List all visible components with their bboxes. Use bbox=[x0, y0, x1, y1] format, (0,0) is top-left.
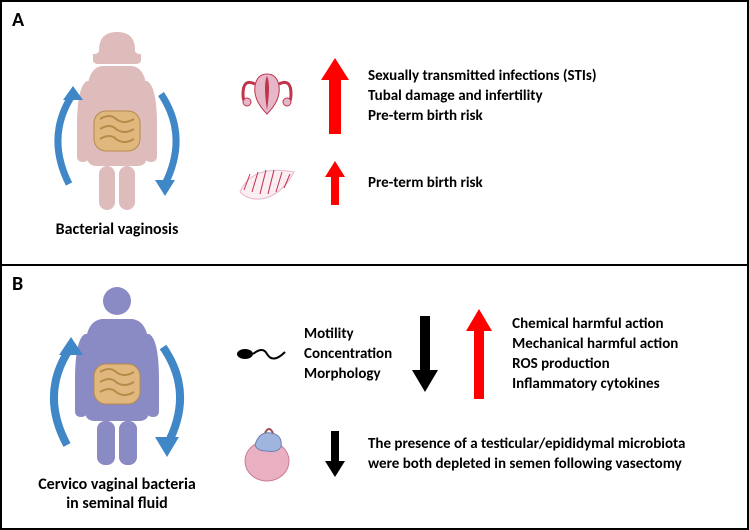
text-line: ROS production bbox=[512, 354, 739, 374]
panel-b-row1: Motility Concentration Morphology bbox=[232, 309, 739, 399]
text-line: Tubal damage and infertility bbox=[368, 86, 739, 106]
text-line: Pre-term birth risk bbox=[368, 106, 739, 126]
text-line: Mechanical harmful action bbox=[512, 334, 739, 354]
text-line: Concentration bbox=[304, 345, 392, 363]
caption-line: Cervico vaginal bacteria bbox=[38, 475, 196, 494]
cycle-arrow-left-icon bbox=[33, 337, 89, 457]
text-line: Motility bbox=[304, 325, 392, 343]
panel-a: A bbox=[2, 2, 747, 266]
panel-b-row2: The presence of a testicular/epididymal … bbox=[232, 423, 739, 485]
diagram-frame: A bbox=[0, 0, 749, 530]
panel-a-row1: Sexually transmitted infections (STIs) T… bbox=[232, 58, 739, 134]
placenta-icon bbox=[234, 158, 300, 208]
panel-b: B bbox=[2, 266, 747, 528]
down-arrow-small-icon bbox=[325, 431, 345, 477]
panel-b-content: Cervico vaginal bacteria in seminal flui… bbox=[2, 266, 747, 528]
text-line: The presence of a testicular/epididymal … bbox=[368, 434, 739, 454]
down-arrow-large-icon bbox=[412, 316, 438, 392]
up-arrow-small-icon bbox=[325, 161, 345, 205]
panel-b-caption: Cervico vaginal bacteria in seminal flui… bbox=[38, 475, 196, 513]
cycle-arrow-right-icon bbox=[145, 86, 195, 196]
panel-a-figure: Bacterial vaginosis bbox=[2, 2, 232, 264]
panel-b-mid-text: Motility Concentration Morphology bbox=[304, 325, 392, 383]
cycle-arrow-left-icon bbox=[39, 86, 89, 196]
text-line: Sexually transmitted infections (STIs) bbox=[368, 66, 739, 86]
panel-a-row2: Pre-term birth risk bbox=[232, 158, 739, 208]
text-line: Chemical harmful action bbox=[512, 314, 739, 334]
text-line: Inflammatory cytokines bbox=[512, 374, 739, 394]
cycle-arrow-right-icon bbox=[145, 337, 201, 457]
panel-a-caption: Bacterial vaginosis bbox=[56, 220, 179, 239]
panel-b-rows: Motility Concentration Morphology bbox=[232, 309, 747, 485]
panel-a-content: Bacterial vaginosis bbox=[2, 2, 747, 264]
uterus-icon bbox=[237, 64, 297, 128]
up-arrow-large-icon bbox=[466, 309, 492, 399]
panel-b-figure: Cervico vaginal bacteria in seminal flui… bbox=[2, 266, 232, 528]
testis-icon bbox=[237, 423, 297, 485]
sperm-icon bbox=[233, 334, 287, 374]
caption-line: in seminal fluid bbox=[66, 494, 168, 513]
up-arrow-large-icon bbox=[321, 58, 349, 134]
text-line: Pre-term birth risk bbox=[368, 173, 739, 193]
panel-a-rows: Sexually transmitted infections (STIs) T… bbox=[232, 58, 747, 208]
text-line: Morphology bbox=[304, 365, 392, 383]
text-line: were both depleted in semen following va… bbox=[368, 454, 739, 474]
